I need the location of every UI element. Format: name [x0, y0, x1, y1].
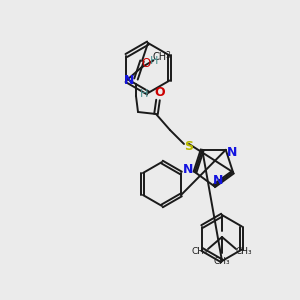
- Text: CH₃: CH₃: [192, 247, 208, 256]
- Text: H: H: [140, 89, 148, 99]
- Text: CH: CH: [152, 52, 167, 62]
- Text: CH₃: CH₃: [236, 247, 252, 256]
- Text: N: N: [226, 146, 237, 159]
- Text: O: O: [155, 86, 165, 100]
- Text: S: S: [184, 140, 194, 154]
- Text: CH₃: CH₃: [214, 256, 230, 266]
- Text: H: H: [150, 56, 158, 66]
- Text: O: O: [142, 57, 151, 70]
- Text: N: N: [124, 74, 134, 86]
- Text: 3: 3: [165, 50, 170, 59]
- Text: N: N: [213, 175, 223, 188]
- Text: N: N: [183, 163, 193, 176]
